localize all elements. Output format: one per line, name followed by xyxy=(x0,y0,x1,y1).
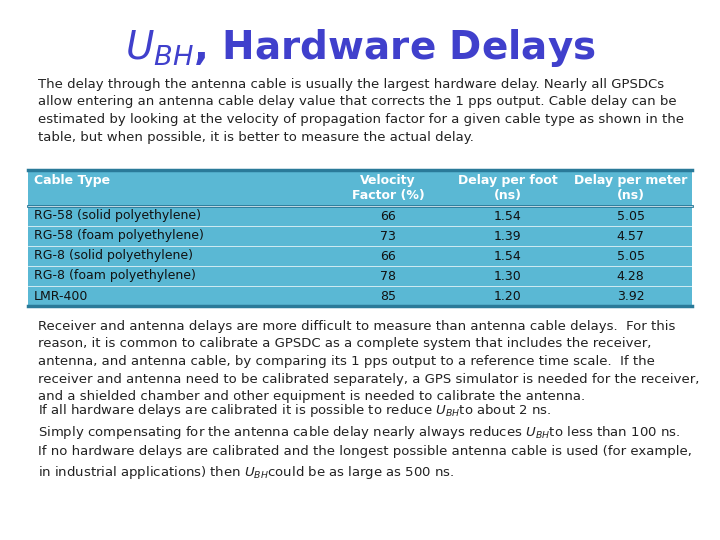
Text: 85: 85 xyxy=(380,289,396,302)
Text: 1.54: 1.54 xyxy=(494,249,521,262)
Text: 1.39: 1.39 xyxy=(494,230,521,242)
Text: 73: 73 xyxy=(380,230,396,242)
Text: If all hardware delays are calibrated it is possible to reduce $U_{BH}$to about : If all hardware delays are calibrated it… xyxy=(38,402,552,419)
Text: RG-8 (solid polyethylene): RG-8 (solid polyethylene) xyxy=(34,249,193,262)
Text: Cable Type: Cable Type xyxy=(34,174,110,187)
Text: 5.05: 5.05 xyxy=(616,210,644,222)
Text: RG-8 (foam polyethylene): RG-8 (foam polyethylene) xyxy=(34,269,196,282)
Text: Delay per meter
(ns): Delay per meter (ns) xyxy=(574,174,688,202)
Text: Receiver and antenna delays are more difficult to measure than antenna cable del: Receiver and antenna delays are more dif… xyxy=(38,320,699,403)
Text: RG-58 (solid polyethylene): RG-58 (solid polyethylene) xyxy=(34,210,201,222)
Text: The delay through the antenna cable is usually the largest hardware delay. Nearl: The delay through the antenna cable is u… xyxy=(38,78,684,144)
Text: LMR-400: LMR-400 xyxy=(34,289,89,302)
Bar xyxy=(28,170,692,206)
Text: 1.30: 1.30 xyxy=(494,269,521,282)
Text: 4.57: 4.57 xyxy=(616,230,644,242)
Text: Simply compensating for the antenna cable delay nearly always reduces $U_{BH}$to: Simply compensating for the antenna cabl… xyxy=(38,424,692,481)
Text: 78: 78 xyxy=(380,269,396,282)
Text: 1.20: 1.20 xyxy=(494,289,521,302)
Text: 4.28: 4.28 xyxy=(617,269,644,282)
Text: 1.54: 1.54 xyxy=(494,210,521,222)
Bar xyxy=(28,286,692,306)
Text: 66: 66 xyxy=(380,249,396,262)
Bar xyxy=(28,206,692,226)
Bar xyxy=(28,266,692,286)
Bar xyxy=(28,246,692,266)
Text: 3.92: 3.92 xyxy=(617,289,644,302)
Bar xyxy=(28,226,692,246)
Text: 66: 66 xyxy=(380,210,396,222)
Text: 5.05: 5.05 xyxy=(616,249,644,262)
Text: $\mathit{U}_{BH}$, Hardware Delays: $\mathit{U}_{BH}$, Hardware Delays xyxy=(125,27,595,69)
Text: Velocity
Factor (%): Velocity Factor (%) xyxy=(352,174,425,202)
Text: RG-58 (foam polyethylene): RG-58 (foam polyethylene) xyxy=(34,230,204,242)
Text: Delay per foot
(ns): Delay per foot (ns) xyxy=(458,174,557,202)
